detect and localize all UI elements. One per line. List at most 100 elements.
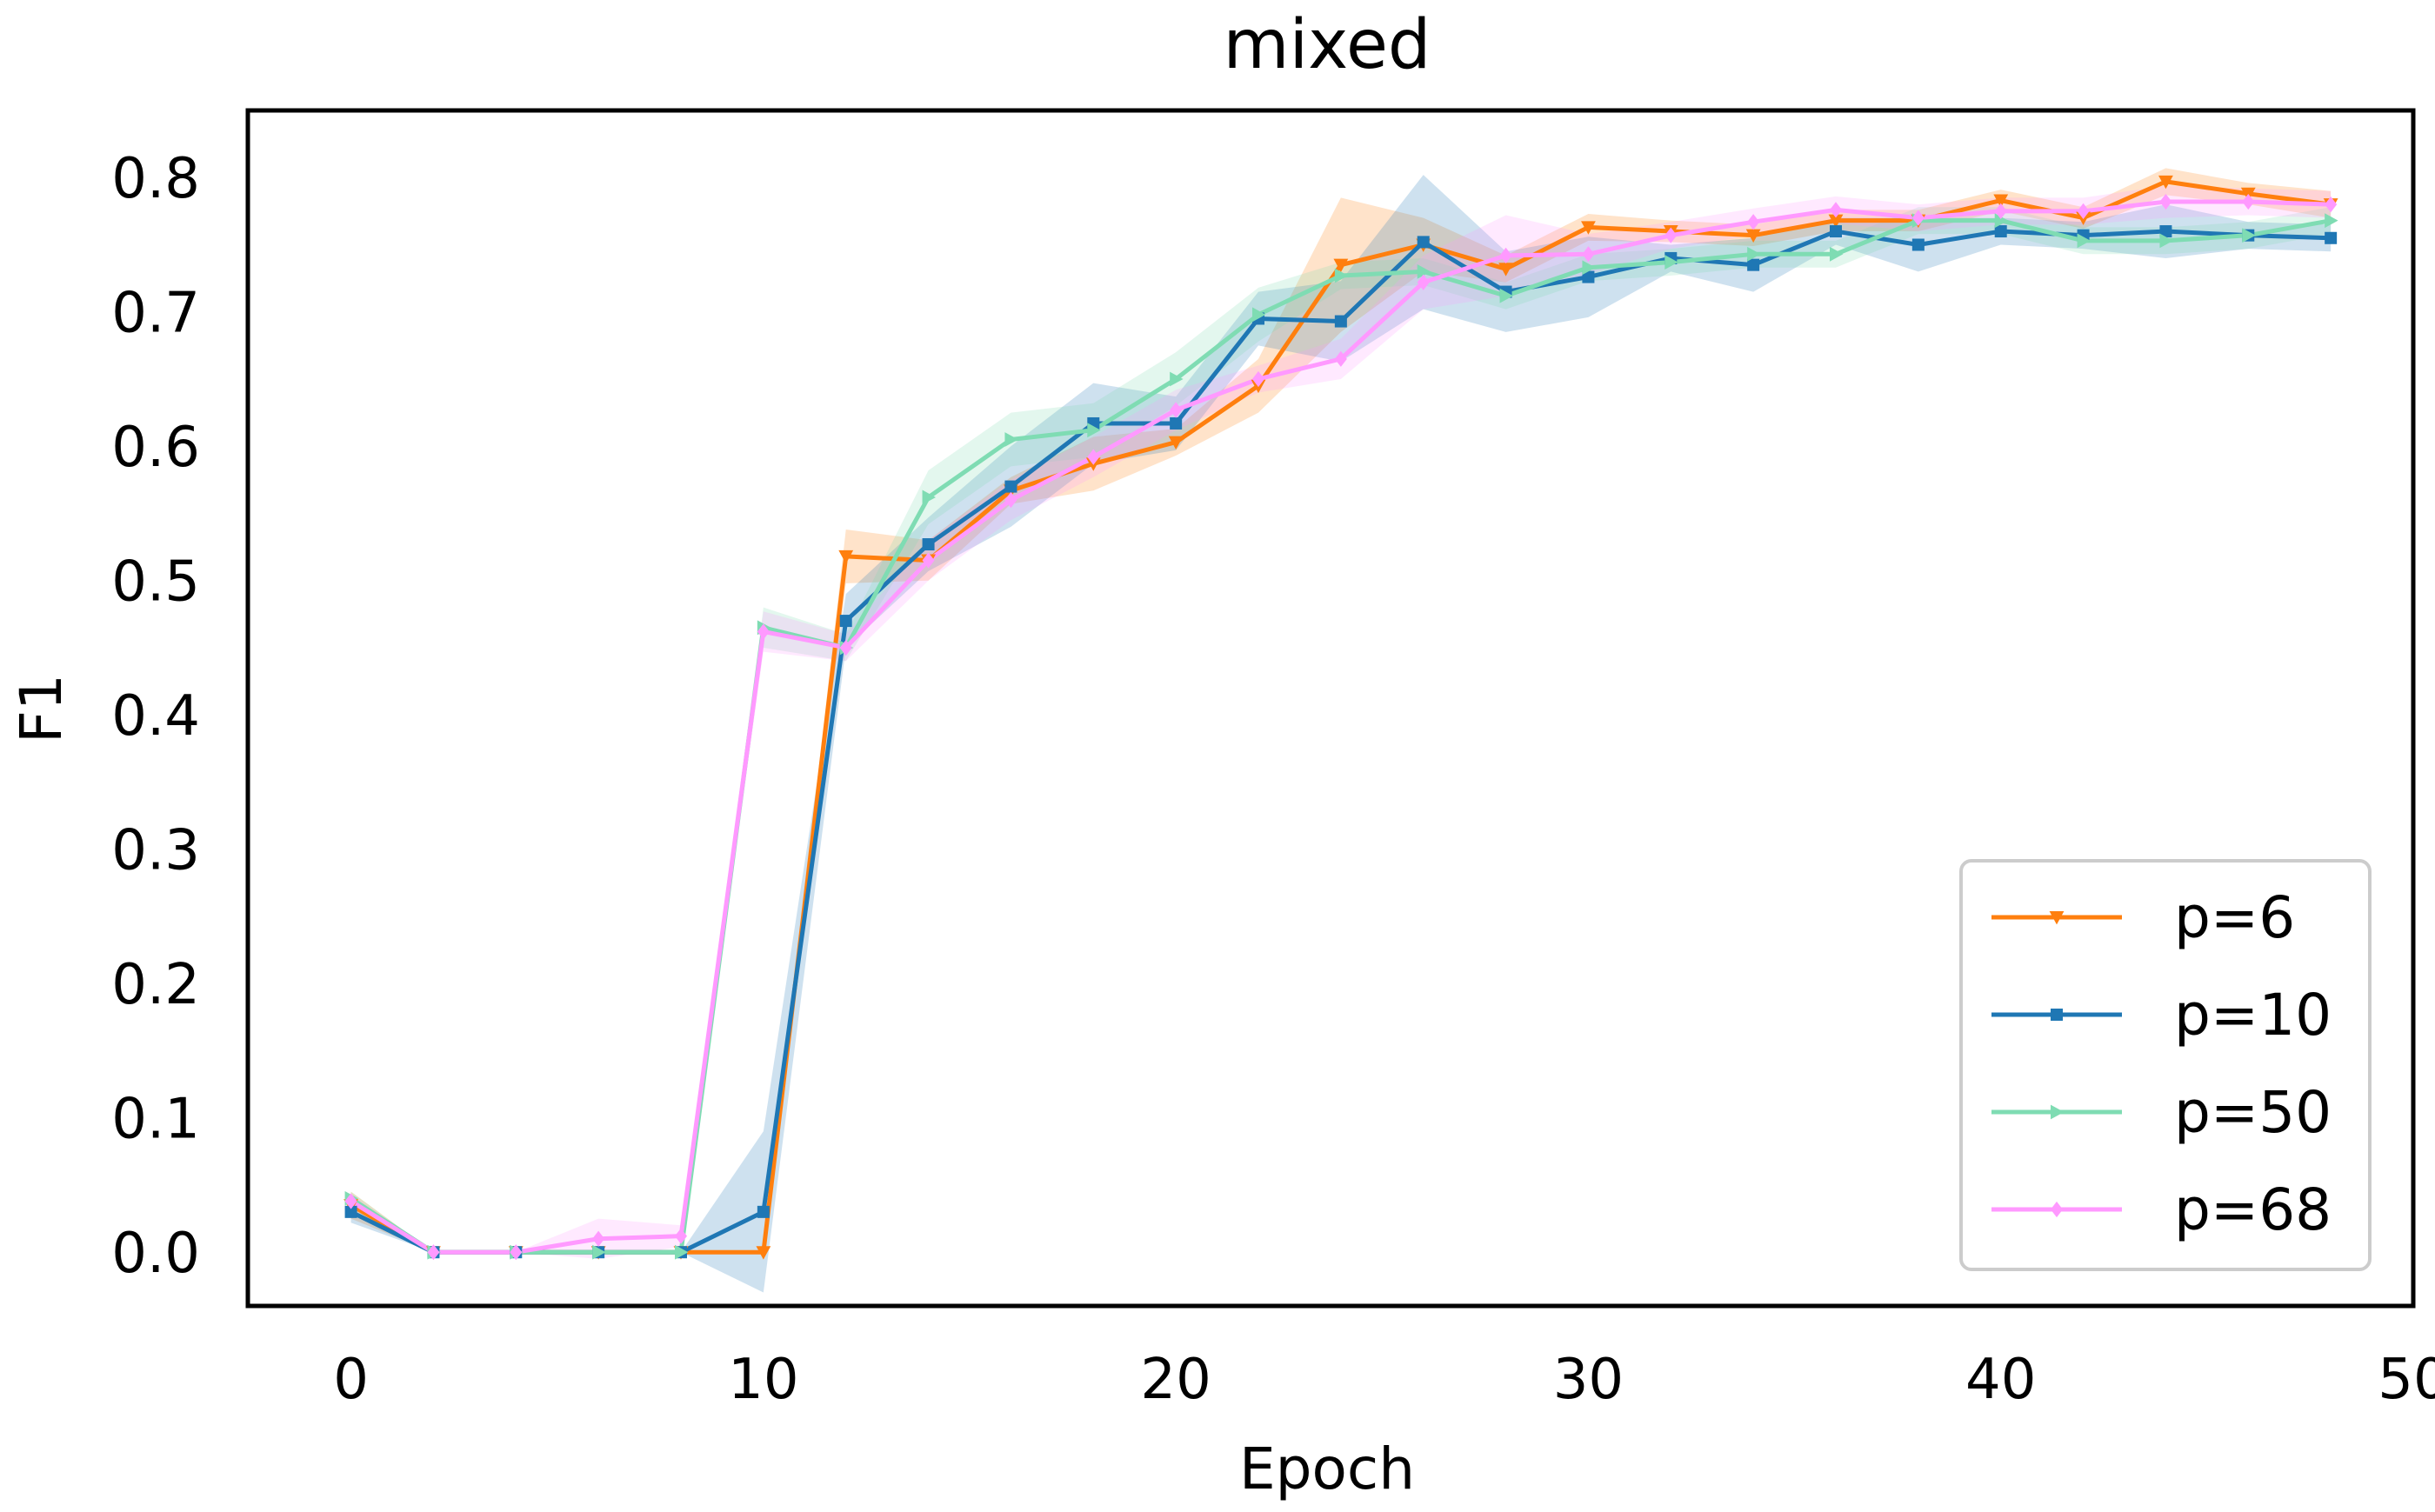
point-p-10 xyxy=(922,538,935,551)
point-p-50 xyxy=(592,1244,606,1260)
x-tick-labels: 0 10 20 30 40 50 xyxy=(333,1348,2435,1412)
legend-marker xyxy=(2049,911,2065,925)
y-tick-label: 0.4 xyxy=(111,684,200,749)
legend-entry-p-10: p=10 xyxy=(1991,982,2332,1049)
chart-title: mixed xyxy=(1224,6,1431,84)
x-tick-label: 30 xyxy=(1553,1348,1624,1412)
point-p-68 xyxy=(1004,491,1017,509)
x-tick-label: 40 xyxy=(1965,1348,2036,1412)
point-p-6 xyxy=(756,1246,771,1260)
point-p-50 xyxy=(675,1244,689,1260)
point-p-6 xyxy=(1498,263,1513,276)
point-p-10 xyxy=(1417,236,1430,249)
point-p-10 xyxy=(1747,258,1760,271)
point-p-50 xyxy=(1252,307,1266,323)
legend-entry-p-50: p=50 xyxy=(1991,1079,2332,1146)
legend-items: p=6 p=10 p=50 p=68 xyxy=(1991,884,2332,1243)
x-tick-label: 10 xyxy=(728,1348,798,1412)
point-p-68 xyxy=(2159,193,2172,210)
point-p-68 xyxy=(1994,203,2007,219)
x-tick-label: 0 xyxy=(333,1348,369,1412)
point-p-68 xyxy=(1252,370,1264,388)
point-p-10 xyxy=(1911,238,1925,251)
point-p-68 xyxy=(592,1230,605,1247)
point-p-50 xyxy=(1994,213,2009,229)
y-tick-label: 0.5 xyxy=(111,550,200,615)
point-p-50 xyxy=(1830,246,1844,262)
point-p-68 xyxy=(1582,246,1595,263)
point-p-68 xyxy=(1170,402,1183,418)
point-p-68 xyxy=(1417,274,1430,290)
y-tick-label: 0.8 xyxy=(111,147,200,211)
point-p-68 xyxy=(344,1193,357,1209)
point-p-50 xyxy=(1747,246,1761,262)
y-tick-label: 0.7 xyxy=(111,282,200,346)
point-p-50 xyxy=(1664,255,1678,270)
point-p-50 xyxy=(1417,263,1431,279)
point-p-10 xyxy=(2159,225,2172,238)
legend-label: p=10 xyxy=(2174,982,2332,1049)
legend-label: p=50 xyxy=(2174,1079,2332,1146)
legend-box xyxy=(1959,859,2372,1271)
legend-entry-p-6: p=6 xyxy=(1991,884,2295,951)
legend-entry-p-68: p=68 xyxy=(1991,1176,2332,1243)
point-p-50 xyxy=(2242,228,2256,243)
point-p-6 xyxy=(1993,194,2009,208)
point-p-68 xyxy=(757,623,770,640)
y-tick-labels: 0.0 0.1 0.2 0.3 0.4 0.5 0.6 0.7 0.8 xyxy=(111,147,200,1286)
x-tick-label: 50 xyxy=(2378,1348,2435,1412)
legend-label: p=68 xyxy=(2174,1176,2332,1243)
legend-marker xyxy=(2051,1201,2063,1218)
point-p-10 xyxy=(1334,315,1347,328)
point-p-68 xyxy=(675,1228,687,1244)
point-p-6 xyxy=(1745,229,1761,243)
point-p-50 xyxy=(1004,432,1018,447)
point-p-50 xyxy=(1170,371,1184,387)
point-p-50 xyxy=(2159,233,2173,249)
point-p-68 xyxy=(839,639,852,656)
point-p-10 xyxy=(344,1205,357,1218)
point-p-68 xyxy=(1664,227,1678,243)
legend-marker xyxy=(2051,1009,2063,1021)
y-tick-label: 0.1 xyxy=(111,1088,200,1152)
point-p-6 xyxy=(1828,214,1844,229)
point-p-6 xyxy=(1333,258,1349,273)
point-p-68 xyxy=(1830,202,1842,218)
y-tick-label: 0.6 xyxy=(111,416,200,480)
point-p-10 xyxy=(1830,225,1842,238)
y-tick-label: 0.2 xyxy=(111,953,200,1017)
point-p-50 xyxy=(922,490,936,505)
point-p-50 xyxy=(1499,288,1513,303)
point-p-10 xyxy=(1004,480,1017,493)
point-p-68 xyxy=(2077,203,2090,219)
y-axis-label: F1 xyxy=(8,674,75,743)
point-p-50 xyxy=(2077,233,2091,249)
legend: p=6 p=10 p=50 p=68 xyxy=(1959,859,2372,1271)
series-markers xyxy=(344,175,2338,1261)
point-p-68 xyxy=(427,1244,440,1261)
y-tick-label: 0.0 xyxy=(111,1222,200,1286)
point-p-68 xyxy=(922,552,935,569)
point-p-50 xyxy=(1334,268,1349,283)
point-p-50 xyxy=(1582,260,1596,276)
point-p-6 xyxy=(2158,175,2173,190)
point-p-10 xyxy=(2325,231,2338,244)
point-p-68 xyxy=(1911,210,1925,226)
point-p-6 xyxy=(1581,221,1596,235)
legend-label: p=6 xyxy=(2174,884,2295,951)
point-p-10 xyxy=(839,615,852,628)
point-p-68 xyxy=(1087,449,1100,465)
point-p-68 xyxy=(1747,214,1760,230)
point-p-10 xyxy=(1170,416,1183,430)
point-p-68 xyxy=(510,1244,523,1261)
point-p-50 xyxy=(2325,213,2338,229)
point-p-68 xyxy=(1499,247,1512,263)
point-p-68 xyxy=(1334,350,1347,367)
point-p-68 xyxy=(2242,193,2255,210)
point-p-50 xyxy=(1087,423,1101,438)
point-p-6 xyxy=(838,550,854,564)
x-tick-label: 20 xyxy=(1140,1348,1211,1412)
point-p-10 xyxy=(1582,270,1595,283)
legend-marker xyxy=(2051,1104,2065,1120)
